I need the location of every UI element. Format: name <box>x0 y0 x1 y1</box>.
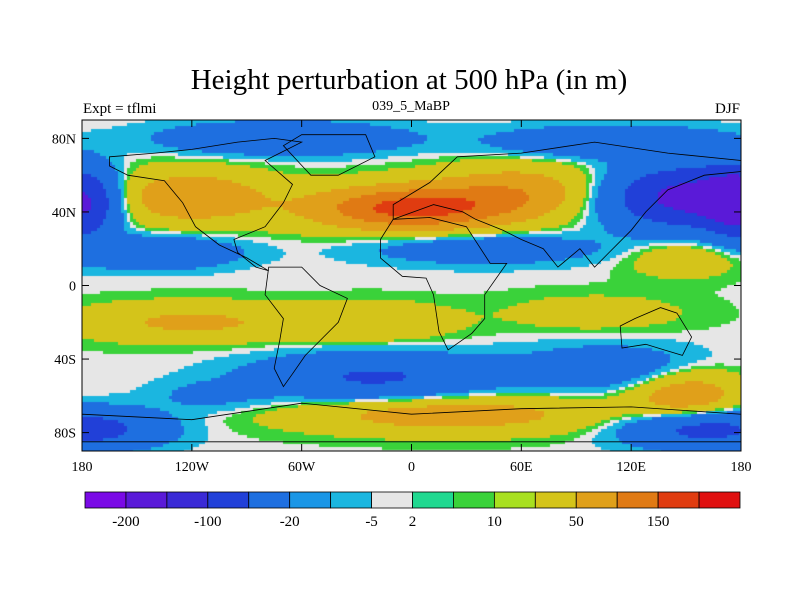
colorbar-label: 2 <box>409 514 417 530</box>
colorbar-swatch <box>371 491 413 509</box>
colorbar-swatch <box>493 491 536 509</box>
x-tick-label: 0 <box>408 460 415 475</box>
coastline-2 <box>380 217 508 351</box>
coastline-6 <box>282 134 376 176</box>
colorbar-label: 50 <box>569 514 584 530</box>
coastline-3 <box>392 141 742 268</box>
x-tick-label: 60E <box>510 460 533 475</box>
left-subtitle: Expt = tflmi <box>83 101 156 117</box>
right-subtitle: DJF <box>715 101 740 117</box>
colorbar-label: 150 <box>647 514 670 530</box>
y-tick-label: 80N <box>52 132 76 147</box>
x-tick-label: 60W <box>288 460 316 475</box>
colorbar: -200 -100 -20 -5 2 10 50 150 <box>84 491 741 530</box>
x-tick-label: 120W <box>175 460 210 475</box>
coastline-1 <box>264 266 348 388</box>
colorbar-swatch <box>125 491 168 509</box>
colorbar-swatch <box>657 491 700 509</box>
x-tick-label: 180 <box>72 460 93 475</box>
colorbar-label: 10 <box>487 514 502 530</box>
coastline-5 <box>81 402 742 443</box>
y-axis: 80N 40N 0 40S 80S <box>52 132 741 442</box>
colorbar-swatch <box>453 491 495 509</box>
colorbar-swatch <box>166 491 209 509</box>
colorbar-swatch <box>289 491 332 509</box>
colorbar-swatch <box>698 491 741 509</box>
colorbar-swatch <box>330 491 372 509</box>
y-tick-label: 40N <box>52 206 76 221</box>
colorbar-swatch <box>575 491 618 509</box>
y-tick-label: 80S <box>54 427 76 442</box>
center-subtitle: 039_5_MaBP <box>372 99 450 114</box>
map-field <box>82 120 741 451</box>
colorbar-swatch <box>534 491 577 509</box>
y-tick-label: 0 <box>69 280 76 295</box>
colorbar-swatch <box>248 491 291 509</box>
colorbar-label: -5 <box>365 514 378 530</box>
colorbar-label: -100 <box>194 514 222 530</box>
colorbar-label: -20 <box>280 514 300 530</box>
coastline-4 <box>619 307 693 356</box>
coastlines <box>81 134 742 443</box>
colorbar-label: -200 <box>112 514 140 530</box>
coastline-0 <box>109 137 304 272</box>
x-tick-label: 120E <box>616 460 646 475</box>
colorbar-swatch <box>84 491 127 509</box>
colorbar-swatch <box>616 491 659 509</box>
colorbar-swatch <box>207 491 250 509</box>
x-axis: 180 120W 60W 0 60E 120E 180 <box>72 120 752 475</box>
chart-title: Height perturbation at 500 hPa (in m) <box>191 64 628 96</box>
colorbar-swatch <box>412 491 454 509</box>
x-tick-label: 180 <box>731 460 752 475</box>
y-tick-label: 40S <box>54 353 76 368</box>
map-plot-area <box>81 119 742 452</box>
